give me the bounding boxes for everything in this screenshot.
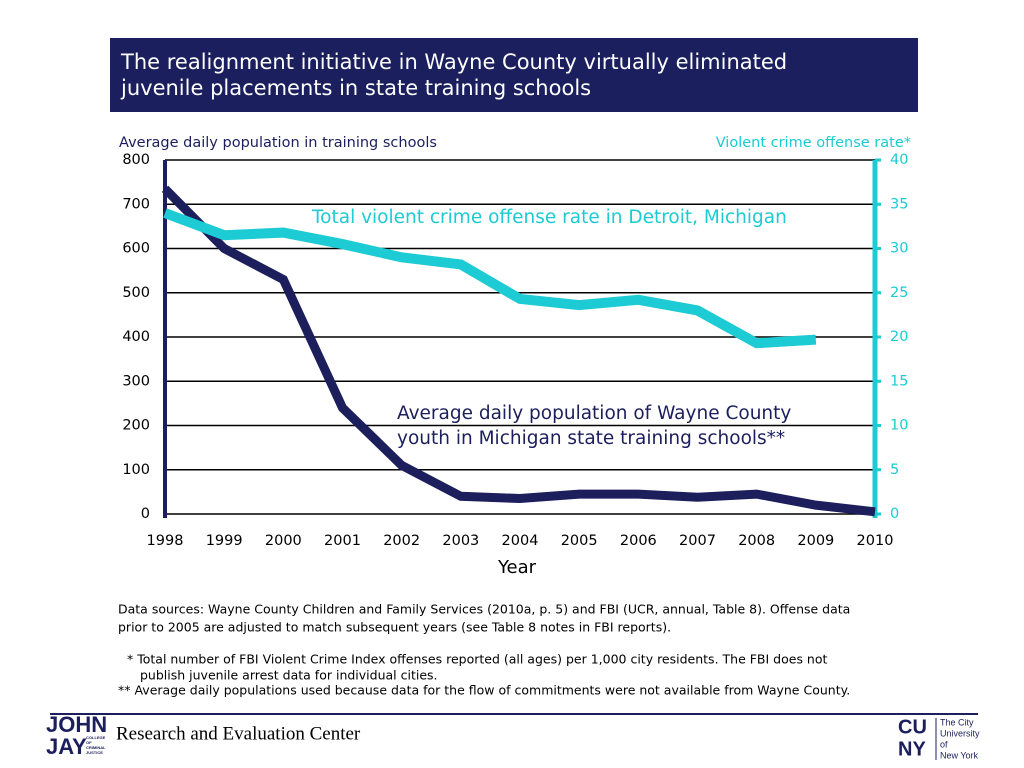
- y-tick-label: 700: [122, 196, 150, 212]
- y2-tick-label: 15: [890, 373, 908, 389]
- x-tick-label: 2002: [383, 533, 420, 549]
- x-tick-label: 1998: [147, 533, 184, 549]
- logo-word: JAY: [46, 734, 87, 759]
- y2-tick-label: 10: [890, 418, 908, 434]
- logo-word: JOHN: [46, 712, 107, 737]
- title-bar: [110, 38, 918, 112]
- notes: Data sources: Wayne County Children and …: [118, 602, 850, 698]
- footer-text: Research and Evaluation Center: [116, 723, 361, 744]
- annotation: youth in Michigan state training schools…: [397, 428, 785, 449]
- series-line: [161, 185, 876, 517]
- source-line: Data sources: Wayne County Children and …: [118, 602, 850, 617]
- x-tick-label: 2008: [738, 533, 775, 549]
- x-tick-label: 1999: [206, 533, 243, 549]
- right-logo: CU NY The City University of New York: [898, 716, 980, 760]
- logo-word: CRIMINAL: [86, 745, 106, 750]
- x-tick-label: 2010: [857, 533, 894, 549]
- y-tick-label: 0: [141, 506, 150, 522]
- footnote-line: publish juvenile arrest data for individ…: [140, 668, 438, 683]
- y2-tick-label: 35: [890, 196, 908, 212]
- y2-tick-label: 5: [890, 462, 899, 478]
- x-tick-label: 2001: [324, 533, 361, 549]
- y2-tick-label: 0: [890, 506, 899, 522]
- x-tick-label: 2004: [502, 533, 539, 549]
- title-line: juvenile placements in state training sc…: [120, 76, 591, 100]
- y2-tick-label: 20: [890, 329, 908, 345]
- logo-word: CU: [898, 716, 927, 738]
- x-tick-label: 2005: [561, 533, 598, 549]
- annotation: Total violent crime offense rate in Detr…: [311, 207, 787, 228]
- y-tick-label: 100: [122, 462, 150, 478]
- left-logo: JOHN JAY COLLEGE OF CRIMINAL JUSTICE: [46, 712, 107, 759]
- y2-tick-label: 40: [890, 152, 908, 168]
- title-line: The realignment initiative in Wayne Coun…: [120, 50, 787, 74]
- y-tick-label: 400: [122, 329, 150, 345]
- series-line: [163, 208, 817, 349]
- footnote-line: * Total number of FBI Violent Crime Inde…: [127, 652, 827, 667]
- x-tick-label: 2003: [442, 533, 479, 549]
- x-tick-label: 2000: [265, 533, 302, 549]
- footnote-line: ** Average daily populations used becaus…: [118, 683, 850, 698]
- logo-word: NY: [898, 738, 926, 760]
- y2-axis-label: Violent crime offense rate*: [716, 135, 911, 151]
- annotation: Average daily population of Wayne County: [397, 403, 791, 424]
- y-tick-label: 800: [122, 152, 150, 168]
- logo-word: The City: [940, 717, 974, 727]
- logo-word: of: [940, 739, 948, 749]
- y-tick-label: 600: [122, 241, 150, 257]
- y-tick-label: 300: [122, 373, 150, 389]
- logo-word: COLLEGE: [86, 735, 106, 740]
- x-tick-label: 2007: [679, 533, 716, 549]
- x-axis-label: Year: [497, 557, 537, 578]
- x-tick-label: 2006: [620, 533, 657, 549]
- logo-word: New York: [940, 750, 979, 760]
- logo-word: University: [940, 728, 980, 738]
- y2-tick-label: 25: [890, 285, 908, 301]
- source-line: prior to 2005 are adjusted to match subs…: [118, 620, 671, 635]
- y2-tick-label: 30: [890, 241, 908, 257]
- logo-word: JUSTICE: [86, 750, 103, 755]
- y-tick-label: 200: [122, 418, 150, 434]
- y-tick-label: 500: [122, 285, 150, 301]
- logo-word: OF: [86, 740, 92, 745]
- x-tick-label: 2009: [797, 533, 834, 549]
- y-axis-label: Average daily population in training sch…: [119, 135, 437, 151]
